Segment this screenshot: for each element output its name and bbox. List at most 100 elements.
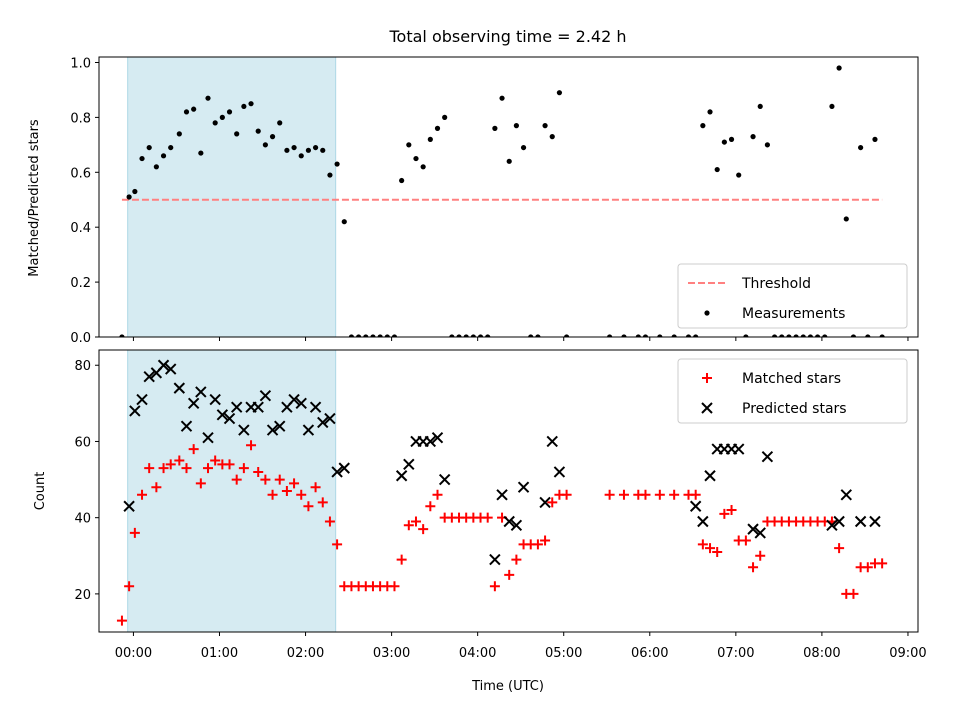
- matched-star-point: [253, 466, 264, 477]
- matched-star-point: [124, 581, 135, 592]
- observing-window-shade: [127, 349, 337, 633]
- predicted-star-point: [539, 496, 551, 509]
- predicted-star-point: [403, 458, 415, 471]
- predicted-star-point: [187, 397, 200, 410]
- measurement-point: [413, 155, 419, 162]
- predicted-star-point: [704, 470, 716, 482]
- matched-star-point: [697, 539, 708, 550]
- predicted-star-point: [324, 412, 336, 425]
- measurement-point: [800, 334, 806, 337]
- matched-star-point: [267, 489, 278, 500]
- measurement-point: [183, 109, 190, 115]
- measurement-point: [327, 172, 333, 178]
- measurement-point: [671, 334, 677, 337]
- matched-star-point: [848, 588, 859, 599]
- x-axis-label: Time (UTC): [471, 679, 544, 694]
- legend-label: Threshold: [741, 276, 811, 292]
- measurement-point: [520, 144, 527, 151]
- measurement-point: [485, 334, 491, 337]
- measurement-point: [463, 334, 469, 337]
- matched-star-point: [547, 497, 558, 508]
- predicted-star-point: [317, 416, 329, 429]
- matched-star-point: [726, 505, 737, 516]
- predicted-star-point: [489, 553, 501, 566]
- measurement-point: [707, 109, 713, 115]
- legend-label: Measurements: [742, 306, 845, 322]
- predicted-star-point: [223, 412, 236, 425]
- matched-star-point: [289, 478, 300, 489]
- predicted-star-point: [252, 401, 264, 413]
- measurement-point: [750, 134, 756, 140]
- predicted-star-point: [503, 515, 515, 528]
- measurement-point: [685, 334, 692, 337]
- measurement-point: [427, 136, 433, 142]
- y-tick-label: 0.2: [70, 276, 91, 291]
- measurement-point: [621, 334, 627, 337]
- matched-star-point: [174, 455, 185, 466]
- matched-star-point: [281, 486, 292, 496]
- measurement-point: [793, 334, 799, 337]
- measurement-point: [807, 334, 814, 337]
- matched-star-point: [504, 569, 515, 580]
- measurement-point: [535, 334, 541, 337]
- predicted-star-point: [754, 527, 766, 539]
- measurement-point: [198, 150, 204, 156]
- legend-matched-swatch: [702, 373, 712, 383]
- predicted-star-point: [761, 450, 774, 463]
- x-tick-label: 06:00: [631, 646, 668, 661]
- measurement-point: [334, 161, 340, 167]
- measurement-point: [843, 216, 849, 222]
- x-tick-label: 00:00: [115, 646, 152, 661]
- measurement-point: [132, 188, 138, 195]
- x-tick-label: 07:00: [717, 646, 754, 661]
- matched-star-point: [210, 455, 221, 466]
- predicted-star-point: [438, 473, 451, 486]
- measurement-point: [277, 120, 283, 126]
- y-tick-label: 0.8: [70, 111, 91, 126]
- measurement-point: [879, 334, 885, 337]
- matched-star-point: [877, 558, 888, 569]
- predicted-star-point: [216, 409, 229, 421]
- matched-star-point: [604, 489, 615, 500]
- matched-star-point: [410, 516, 421, 527]
- measurement-point: [241, 103, 247, 110]
- measurement-point: [434, 125, 441, 131]
- predicted-star-point: [165, 363, 177, 375]
- matched-star-point: [712, 546, 723, 557]
- matched-star-point: [389, 581, 400, 592]
- observing-window-shade: [127, 56, 337, 338]
- measurement-point: [248, 101, 254, 107]
- predicted-star-point: [309, 401, 322, 413]
- predicted-star-point: [202, 431, 214, 444]
- measurement-point: [786, 334, 792, 337]
- matched-star-point: [640, 489, 651, 500]
- predicted-star-point: [517, 481, 530, 493]
- matched-star-point: [396, 554, 407, 565]
- measurement-point: [814, 334, 821, 337]
- x-tick-label: 01:00: [201, 646, 238, 661]
- matched-star-point: [740, 535, 751, 546]
- measurement-point: [420, 164, 426, 170]
- matched-star-point: [618, 489, 629, 500]
- predicted-star-point: [747, 523, 759, 535]
- measurement-point: [635, 334, 641, 337]
- matched-star-point: [332, 539, 343, 550]
- predicted-star-point: [553, 466, 566, 478]
- legend-box: [677, 263, 908, 329]
- measurement-point: [779, 334, 785, 337]
- y-tick-label: 0.0: [70, 331, 91, 346]
- matched-star-point: [116, 615, 127, 626]
- predicted-star-point: [697, 515, 709, 528]
- measurement-point: [642, 334, 649, 337]
- matched-star-point: [158, 463, 169, 474]
- measurement-point: [320, 147, 326, 153]
- measurement-point: [607, 334, 613, 337]
- matched-star-point: [203, 463, 214, 474]
- measurement-point: [563, 334, 570, 337]
- matched-star-point: [705, 543, 716, 554]
- measurement-point: [714, 166, 720, 173]
- legend-predicted-swatch: [701, 402, 713, 414]
- x-tick-label: 05:00: [545, 646, 582, 661]
- predicted-star-point: [195, 386, 207, 398]
- measurement-point: [456, 334, 462, 337]
